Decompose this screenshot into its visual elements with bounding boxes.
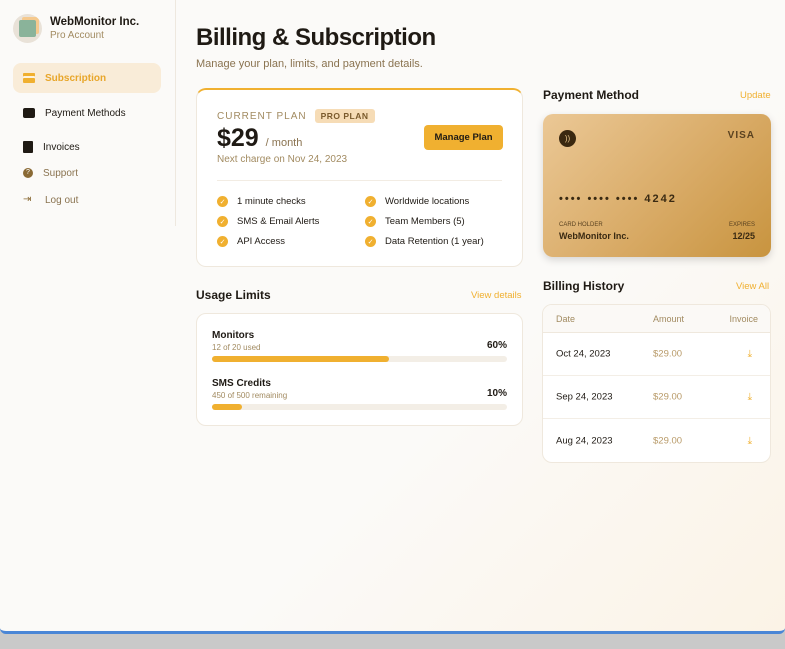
feature-item: ✓ 1 minute checks [217, 196, 306, 207]
next-charge: Next charge on Nov 24, 2023 [217, 154, 348, 165]
logout-icon: ⇥ [23, 194, 32, 205]
sidebar-item-label: Subscription [45, 72, 107, 84]
row-date: Sep 24, 2023 [556, 391, 613, 403]
billing-history-title: Billing History [543, 279, 625, 293]
brand: WebMonitor Inc. Pro Account [13, 14, 139, 43]
usage-bar-fill [212, 404, 242, 410]
credit-card-icon [23, 73, 35, 83]
app-window: WebMonitor Inc. Pro Account Subscription… [0, 0, 785, 634]
feature-item: ✓ Worldwide locations [365, 196, 469, 207]
check-icon: ✓ [217, 216, 228, 227]
sidebar-item-subscription[interactable]: Subscription [13, 63, 161, 93]
help-circle-icon: ? [23, 168, 33, 178]
usage-percent: 60% [486, 340, 507, 351]
table-row: Oct 24, 2023 $29.00 ⤓ [543, 333, 770, 376]
update-payment-link[interactable]: Update [740, 90, 771, 101]
wallet-icon [23, 108, 35, 118]
page-title: Billing & Subscription [196, 24, 436, 51]
row-date: Aug 24, 2023 [556, 435, 613, 446]
usage-bar-fill [212, 356, 389, 362]
sidebar-item-label: Invoices [43, 141, 80, 153]
sidebar: WebMonitor Inc. Pro Account Subscription… [0, 0, 176, 226]
page-subtitle: Manage your plan, limits, and payment de… [196, 58, 423, 70]
card-number: •••• •••• •••• 4242 [559, 193, 677, 205]
download-icon[interactable]: ⤓ [747, 391, 752, 403]
check-icon: ✓ [217, 236, 228, 247]
billing-history-table: Date Amount Invoice Oct 24, 2023 $29.00 … [542, 304, 771, 463]
card-holder: WebMonitor Inc. [559, 231, 629, 241]
sidebar-item-invoices[interactable]: Invoices [13, 132, 161, 162]
usage-title: Usage Limits [196, 288, 271, 302]
expires: 12/25 [732, 231, 755, 241]
table-row: Aug 24, 2023 $29.00 ⤓ [543, 419, 770, 462]
current-plan-label: CURRENT PLAN [217, 110, 307, 122]
sidebar-item-support[interactable]: ? Support [13, 158, 161, 188]
usage-label: SMS Credits [212, 378, 271, 389]
credit-card: )) VISA •••• •••• •••• 4242 CARD HOLDER … [543, 114, 771, 257]
account-type: Pro Account [50, 30, 104, 41]
sidebar-item-logout[interactable]: ⇥ Log out [13, 185, 161, 215]
usage-bar [212, 356, 507, 362]
usage-sub: 450 of 500 remaining [212, 391, 288, 400]
sidebar-item-label: Payment Methods [45, 107, 126, 119]
feature-item: ✓ Team Members (5) [365, 216, 465, 227]
usage-percent: 10% [486, 388, 507, 399]
usage-label: Monitors [212, 330, 255, 341]
feature-item: ✓ Data Retention (1 year) [365, 236, 484, 247]
usage-bar [212, 404, 507, 410]
expires-label: EXPIRES [728, 222, 755, 228]
row-amount: $29.00 [653, 435, 683, 446]
check-icon: ✓ [365, 196, 376, 207]
contactless-icon: )) [559, 130, 576, 147]
receipt-icon [23, 141, 33, 153]
company-name: WebMonitor Inc. [50, 16, 140, 28]
download-icon[interactable]: ⤓ [747, 435, 752, 446]
divider [217, 180, 502, 181]
column-header: Invoice [729, 313, 758, 324]
column-header: Date [556, 313, 576, 324]
card-brand: VISA [727, 130, 755, 141]
payment-method-title: Payment Method [543, 88, 640, 102]
avatar [13, 14, 42, 43]
sidebar-item-label: Support [43, 167, 79, 179]
sidebar-item-label: Log out [45, 194, 79, 206]
view-all-link[interactable]: View All [736, 281, 770, 292]
usage-limits-card: Monitors 12 of 20 used 60% SMS Credits 4… [196, 313, 523, 426]
row-amount: $29.00 [653, 348, 683, 360]
current-plan-card: CURRENT PLAN PRO PLAN $29 / month Next ch… [196, 88, 523, 267]
download-icon[interactable]: ⤓ [747, 348, 752, 360]
check-icon: ✓ [365, 216, 376, 227]
check-icon: ✓ [217, 196, 228, 207]
manage-plan-button[interactable]: Manage Plan [424, 125, 503, 150]
feature-item: ✓ SMS & Email Alerts [217, 216, 319, 227]
plan-badge: PRO PLAN [314, 109, 375, 123]
table-header: Date Amount Invoice [543, 305, 770, 333]
view-details-link[interactable]: View details [471, 290, 522, 301]
sidebar-item-payment-methods[interactable]: Payment Methods [13, 98, 161, 128]
table-row: Sep 24, 2023 $29.00 ⤓ [543, 376, 770, 419]
row-date: Oct 24, 2023 [556, 348, 611, 360]
plan-price: $29 [217, 124, 259, 152]
card-holder-label: CARD HOLDER [559, 222, 603, 228]
row-amount: $29.00 [653, 391, 683, 403]
feature-item: ✓ API Access [217, 236, 285, 247]
usage-sub: 12 of 20 used [212, 343, 261, 352]
check-icon: ✓ [365, 236, 376, 247]
plan-period: / month [265, 137, 303, 149]
column-header: Amount [653, 313, 685, 324]
